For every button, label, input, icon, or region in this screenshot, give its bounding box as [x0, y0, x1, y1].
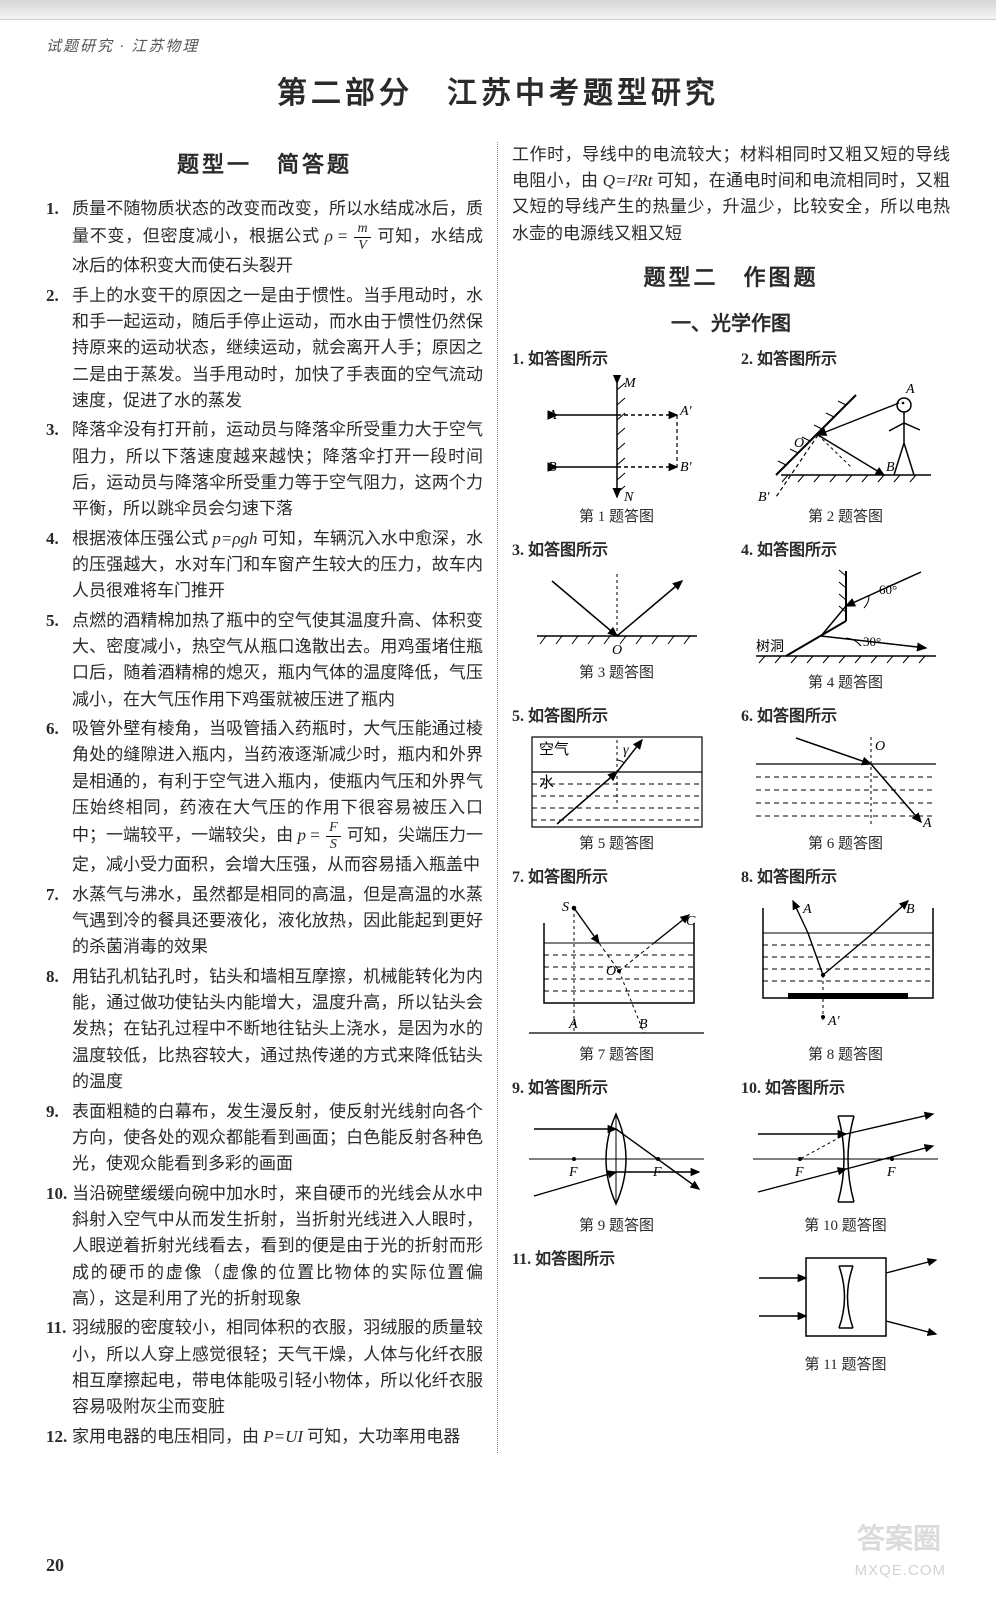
fig9-svg: F F: [524, 1104, 709, 1214]
page-title: 第二部分 江苏中考题型研究: [46, 71, 950, 118]
answer-item: 表面粗糙的白幕布，发生漫反射，使反射光线射向各个方向，使各处的观众都能看到画面；…: [46, 1099, 483, 1178]
svg-text:B: B: [906, 902, 915, 917]
figure-2: 2. 如答图所示: [741, 348, 950, 529]
short-answer-list: 质量不随物质状态的改变而改变，所以水结成冰后，质量不变，但密度减小，根据公式 ρ…: [46, 196, 483, 1450]
svg-text:F: F: [794, 1165, 804, 1180]
answer-item: 家用电器的电压相同，由 P=UI 可知，大功率用电器: [46, 1424, 483, 1450]
figure-3: 3. 如答图所示 O 第 3 题答图: [512, 539, 721, 695]
svg-text:B: B: [886, 460, 895, 475]
svg-text:M: M: [623, 376, 637, 391]
answer-item: 当沿碗壁缓缓向碗中加水时，来自硬币的光线会从水中斜射入空气中从而发生折射，当折射…: [46, 1181, 483, 1313]
svg-text:A: A: [568, 1017, 578, 1032]
svg-text:O: O: [875, 739, 885, 754]
continuation-paragraph: 工作时，导线中的电流较大；材料相同时又粗又短的导线电阻小，由 Q=I²Rt 可知…: [512, 142, 950, 247]
fig1-svg: M N A B A' B': [532, 375, 702, 505]
page-number: 20: [46, 1552, 64, 1580]
fig10-svg: F F: [748, 1104, 943, 1214]
svg-text:A: A: [547, 408, 557, 423]
svg-text:γ: γ: [623, 743, 629, 758]
fig6-svg: O A: [751, 732, 941, 832]
svg-text:B': B': [680, 460, 693, 475]
subsection-title: 一、光学作图: [512, 309, 950, 340]
figure-4: 4. 如答图所示: [741, 539, 950, 695]
svg-text:水: 水: [539, 774, 554, 791]
answer-item: 吸管外壁有棱角，当吸管插入药瓶时，大气压能通过棱角处的缝隙进入瓶内，当药液逐渐减…: [46, 716, 483, 879]
svg-text:F: F: [886, 1165, 896, 1180]
svg-text:S: S: [562, 900, 569, 915]
section-1-title: 题型一 简答题: [46, 148, 483, 182]
figure-5: 5. 如答图所示 空气 水 γ 第 5: [512, 705, 721, 856]
fig2-svg: A B O B': [756, 375, 936, 505]
answer-item: 点燃的酒精棉加热了瓶中的空气使其温度升高、体积变大、密度减小，热空气从瓶口逸散出…: [46, 608, 483, 713]
answer-item: 羽绒服的密度较小，相同体积的衣服，羽绒服的质量较小，所以人穿上感觉很轻；天气干燥…: [46, 1315, 483, 1420]
section-2-title: 题型二 作图题: [512, 261, 950, 295]
breadcrumb: 试题研究 · 江苏物理: [46, 36, 950, 59]
figure-7: 7. 如答图所示 S O: [512, 866, 721, 1067]
figure-10: 10. 如答图所示 F F 第 10 题答图: [741, 1077, 950, 1238]
svg-text:B: B: [548, 460, 557, 475]
svg-text:O: O: [612, 643, 622, 658]
watermark-url: MXQE.COM: [855, 1559, 946, 1582]
fig4-svg: 60° 30° 树洞: [751, 566, 941, 671]
answer-item: 根据液体压强公式 p=ρgh 可知，车辆沉入水中愈深，水的压强越大，水对车门和车…: [46, 526, 483, 605]
svg-text:树洞: 树洞: [756, 639, 784, 655]
figure-9: 9. 如答图所示 F F 第 9 题答图: [512, 1077, 721, 1238]
left-column: 题型一 简答题 质量不随物质状态的改变而改变，所以水结成冰后，质量不变，但密度减…: [46, 142, 498, 1453]
figure-8: 8. 如答图所示: [741, 866, 950, 1067]
svg-text:A': A': [679, 404, 693, 419]
svg-text:B': B': [758, 490, 771, 505]
fig5-svg: 空气 水 γ: [527, 732, 707, 832]
svg-text:A': A': [827, 1014, 841, 1029]
svg-text:60°: 60°: [879, 582, 897, 597]
fig7-svg: S O C A B: [524, 893, 709, 1043]
top-bar: [0, 0, 996, 20]
svg-text:O: O: [606, 964, 616, 979]
svg-text:N: N: [623, 490, 634, 505]
svg-text:A: A: [905, 382, 915, 397]
watermark-logo: 答案圈: [857, 1517, 941, 1560]
two-column-layout: 题型一 简答题 质量不随物质状态的改变而改变，所以水结成冰后，质量不变，但密度减…: [46, 142, 950, 1453]
answer-item: 水蒸气与沸水，虽然都是相同的高温，但是高温的水蒸气遇到冷的餐具还要液化，液化放热…: [46, 882, 483, 961]
figure-6: 6. 如答图所示 O A 第 6 题答图: [741, 705, 950, 856]
svg-text:B: B: [639, 1017, 648, 1032]
right-column: 工作时，导线中的电流较大；材料相同时又粗又短的导线电阻小，由 Q=I²Rt 可知…: [498, 142, 950, 1453]
fig8-svg: A B A': [748, 893, 943, 1043]
figure-1: 1. 如答图所示 M N A: [512, 348, 721, 529]
svg-text:C: C: [686, 914, 696, 929]
svg-text:空气: 空气: [539, 741, 569, 758]
svg-text:A: A: [802, 902, 812, 917]
answer-item: 质量不随物质状态的改变而改变，所以水结成冰后，质量不变，但密度减小，根据公式 ρ…: [46, 196, 483, 280]
answer-item: 降落伞没有打开前，运动员与降落伞所受重力大于空气阻力，所以下落速度越来越快；降落…: [46, 417, 483, 522]
svg-text:F: F: [568, 1165, 578, 1180]
answer-item: 用钻孔机钻孔时，钻头和墙相互摩擦，机械能转化为内能，通过做功使钻头内能增大，温度…: [46, 964, 483, 1096]
figure-11-svg-cell: 第 11 题答图: [741, 1248, 950, 1377]
answer-item: 手上的水变干的原因之一是由于惯性。当手甩动时，水和手一起运动，随后手停止运动，而…: [46, 283, 483, 415]
svg-text:30°: 30°: [863, 634, 881, 649]
fig11-svg: [751, 1248, 941, 1353]
svg-text:A: A: [922, 816, 932, 831]
figure-11: 11. 如答图所示: [512, 1248, 721, 1377]
figure-grid: 1. 如答图所示 M N A: [512, 348, 950, 1377]
svg-text:O: O: [794, 436, 804, 451]
fig3-svg: O: [532, 566, 702, 661]
